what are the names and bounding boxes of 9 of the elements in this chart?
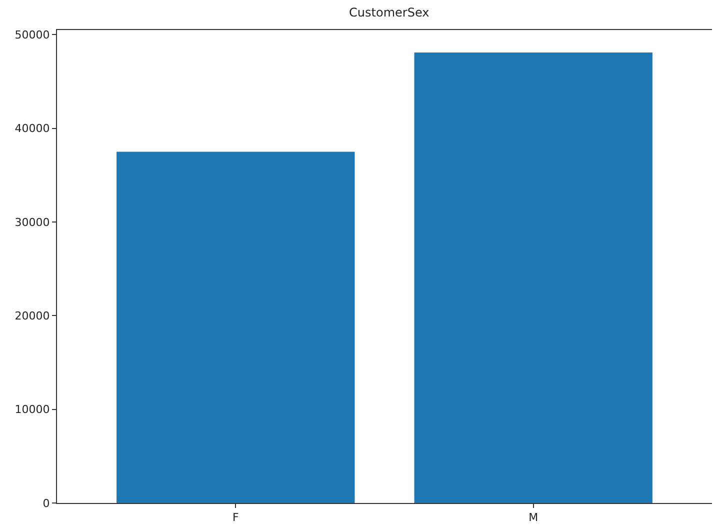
y-tick-label: 30000: [14, 216, 50, 229]
y-tick-label: 20000: [14, 310, 50, 323]
y-tick-label: 40000: [14, 122, 50, 136]
y-tick-label: 10000: [14, 403, 50, 416]
x-tick-label: F: [232, 511, 239, 524]
y-tick-label: 0: [42, 496, 50, 510]
chart-title: CustomerSex: [349, 5, 430, 20]
x-tick-label: M: [528, 511, 538, 524]
y-tick-label: 50000: [14, 28, 50, 42]
